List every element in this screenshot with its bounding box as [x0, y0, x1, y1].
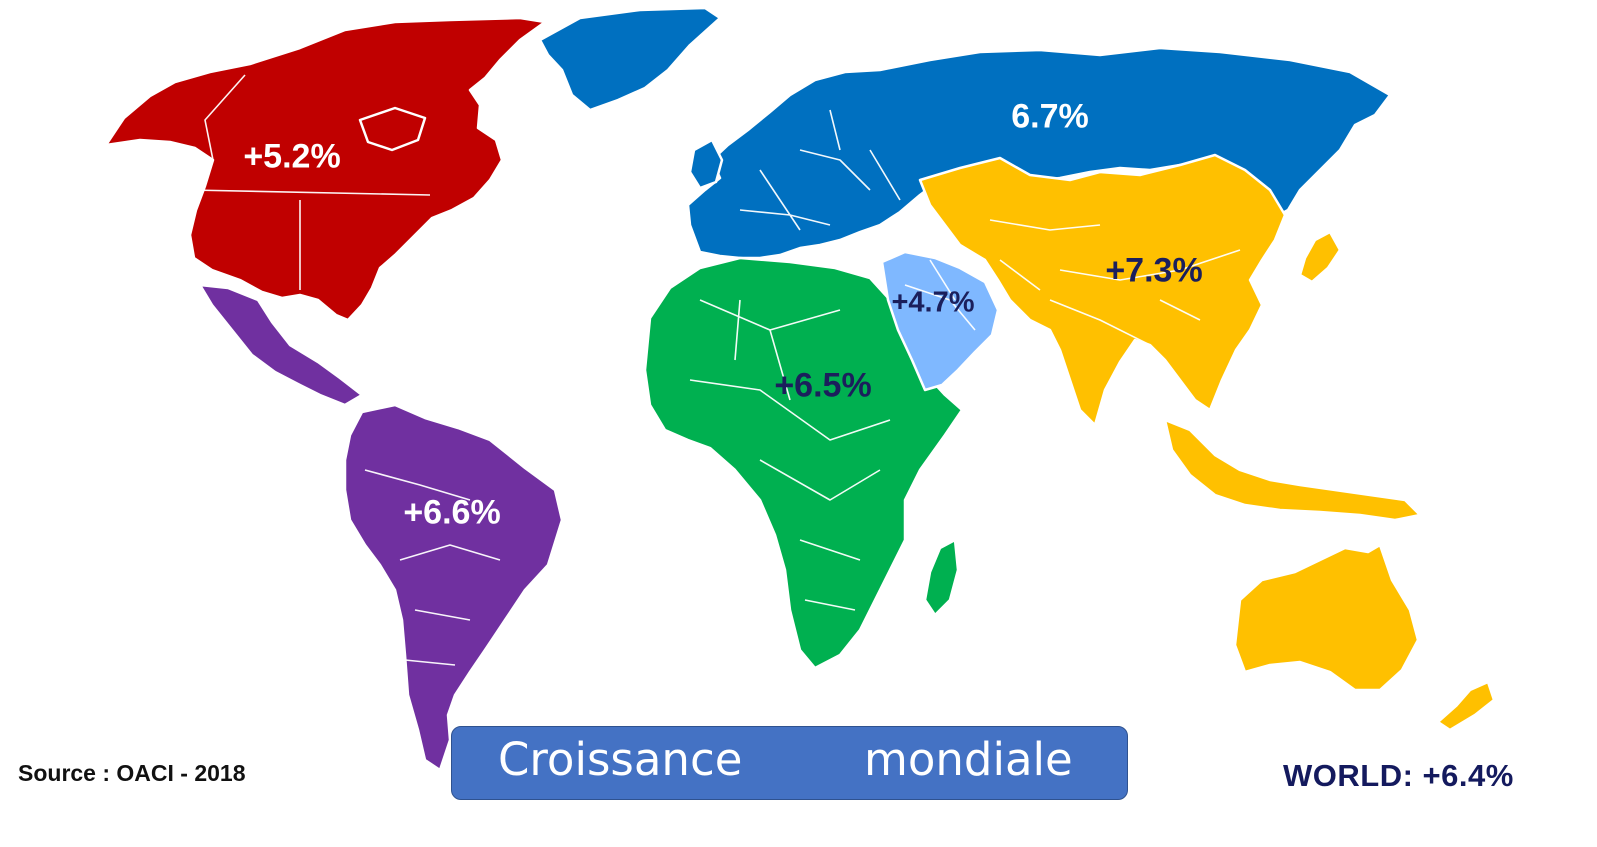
africa-borders	[689, 299, 891, 611]
new-zealand	[1436, 680, 1496, 732]
central-america	[198, 283, 364, 407]
region-europe	[538, 6, 1392, 260]
europe-borders	[739, 109, 901, 231]
asia-borders	[989, 219, 1241, 346]
south-america-borders	[364, 469, 501, 666]
source-text: Source : OACI - 2018	[18, 760, 246, 786]
australia	[1233, 543, 1420, 692]
region-asia-pacific	[918, 153, 1496, 732]
southeast-asia-islands	[1163, 418, 1422, 522]
region-north-america	[104, 16, 547, 322]
region-middle-east	[880, 250, 1000, 392]
banner-word-croissance: Croissance	[498, 733, 743, 786]
madagascar	[923, 538, 960, 617]
africa-mainland	[643, 256, 964, 670]
region-latin-america	[198, 283, 564, 772]
label-africa: +6.5%	[774, 366, 872, 405]
middle-east-borders	[904, 259, 976, 331]
british-isles	[688, 138, 724, 190]
label-asia-pacific: +7.3%	[1105, 251, 1203, 290]
japan	[1298, 230, 1342, 284]
label-europe: 6.7%	[1011, 97, 1089, 136]
asia-mainland	[918, 153, 1287, 427]
region-africa	[643, 256, 964, 670]
world-growth-label: WORLD: +6.4%	[1283, 758, 1514, 793]
title-banner: Croissance mondiale	[451, 726, 1128, 800]
south-america	[343, 403, 564, 772]
europe-russia	[686, 46, 1392, 260]
label-latin-america: +6.6%	[403, 493, 501, 532]
banner-word-mondiale: mondiale	[864, 733, 1073, 786]
north-america-mainland	[104, 16, 547, 322]
north-america-borders	[189, 74, 431, 290]
greenland	[538, 6, 722, 112]
label-north-america: +5.2%	[243, 137, 341, 176]
greenland-gap-islands	[358, 106, 427, 152]
label-middle-east: +4.7%	[891, 286, 975, 319]
